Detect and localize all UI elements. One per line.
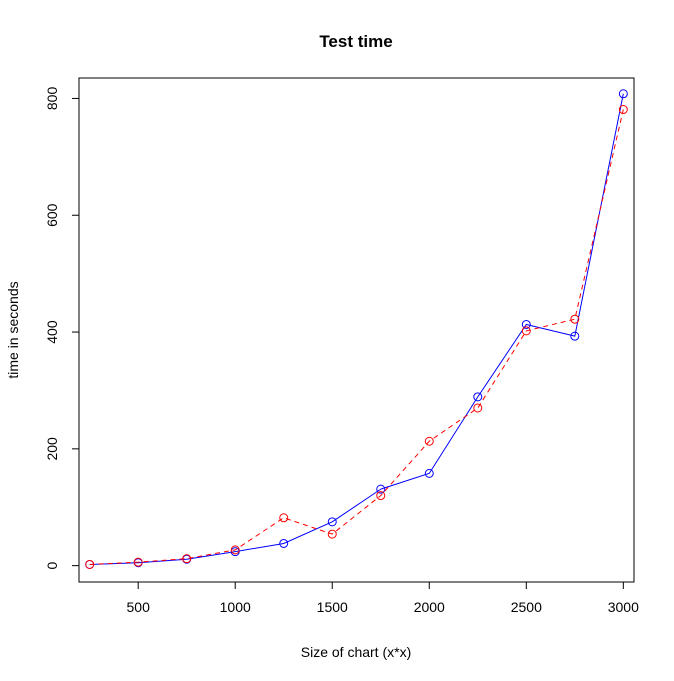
x-axis: 500 1000 1500 2000 2500 3000 <box>127 581 639 615</box>
y-tick-label: 800 <box>44 87 60 111</box>
y-tick-label: 200 <box>44 437 60 461</box>
data-point-blue <box>327 517 337 527</box>
data-point-red <box>182 554 192 564</box>
data-point-red <box>327 529 337 539</box>
data-point-blue <box>618 89 628 99</box>
data-point-blue <box>279 538 289 548</box>
data-point-red <box>473 403 483 413</box>
series-layer <box>85 89 628 569</box>
data-point-red <box>85 559 95 569</box>
data-point-red <box>279 513 289 523</box>
data-point-red <box>133 557 143 567</box>
chart-title: Test time <box>319 32 392 51</box>
data-point-blue <box>570 331 580 341</box>
x-axis-label: Size of chart (x*x) <box>301 644 411 660</box>
data-point-red <box>230 545 240 555</box>
data-point-blue <box>376 484 386 494</box>
data-point-red <box>424 436 434 446</box>
y-axis-label: time in seconds <box>5 281 21 378</box>
x-tick-label: 2500 <box>511 599 542 615</box>
x-tick-label: 1500 <box>317 599 348 615</box>
series-blue <box>85 89 628 569</box>
series-line-blue <box>89 93 624 565</box>
y-tick-label: 600 <box>44 203 60 227</box>
data-point-blue <box>473 392 483 402</box>
y-tick-label: 400 <box>44 320 60 344</box>
series-line-red <box>89 109 624 565</box>
data-point-red <box>376 491 386 501</box>
data-point-red <box>521 326 531 336</box>
y-tick-label: 0 <box>44 562 60 570</box>
x-tick-label: 2000 <box>414 599 445 615</box>
data-point-red <box>570 314 580 324</box>
y-axis: 0 200 400 600 800 <box>44 87 80 570</box>
data-point-blue <box>424 468 434 478</box>
series-red <box>85 105 628 569</box>
data-point-red <box>618 105 628 115</box>
x-tick-label: 3000 <box>608 599 639 615</box>
x-tick-label: 500 <box>127 599 151 615</box>
x-tick-label: 1000 <box>220 599 251 615</box>
data-point-blue <box>521 319 531 329</box>
